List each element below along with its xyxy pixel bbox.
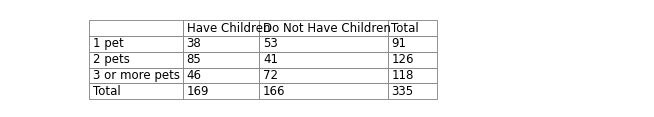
Bar	[183, 83, 260, 99]
Bar	[388, 20, 437, 36]
Bar	[183, 36, 260, 52]
Text: Total: Total	[93, 85, 120, 98]
Text: 41: 41	[263, 53, 278, 66]
Bar	[388, 68, 437, 83]
Text: Total: Total	[392, 22, 419, 35]
Bar	[260, 52, 388, 68]
Bar	[388, 83, 437, 99]
Text: 2 pets: 2 pets	[93, 53, 129, 66]
Bar	[183, 52, 260, 68]
Text: 118: 118	[392, 69, 414, 82]
Text: 38: 38	[186, 37, 201, 51]
Bar	[260, 83, 388, 99]
Text: Do Not Have Children: Do Not Have Children	[263, 22, 391, 35]
Bar	[90, 68, 183, 83]
Text: 3 or more pets: 3 or more pets	[93, 69, 180, 82]
Text: 126: 126	[392, 53, 414, 66]
Bar	[388, 52, 437, 68]
Text: 53: 53	[263, 37, 278, 51]
Bar	[90, 20, 183, 36]
Bar	[90, 83, 183, 99]
Text: 335: 335	[392, 85, 413, 98]
Text: Have Children: Have Children	[186, 22, 270, 35]
Bar	[183, 20, 260, 36]
Bar	[388, 36, 437, 52]
Bar	[260, 36, 388, 52]
Text: 91: 91	[392, 37, 407, 51]
Text: 1 pet: 1 pet	[93, 37, 124, 51]
Bar	[260, 20, 388, 36]
Text: 85: 85	[186, 53, 201, 66]
Bar	[183, 68, 260, 83]
Text: 166: 166	[263, 85, 286, 98]
Bar	[90, 36, 183, 52]
Bar	[90, 52, 183, 68]
Text: 72: 72	[263, 69, 278, 82]
Bar	[260, 68, 388, 83]
Text: 46: 46	[186, 69, 201, 82]
Text: 169: 169	[186, 85, 209, 98]
